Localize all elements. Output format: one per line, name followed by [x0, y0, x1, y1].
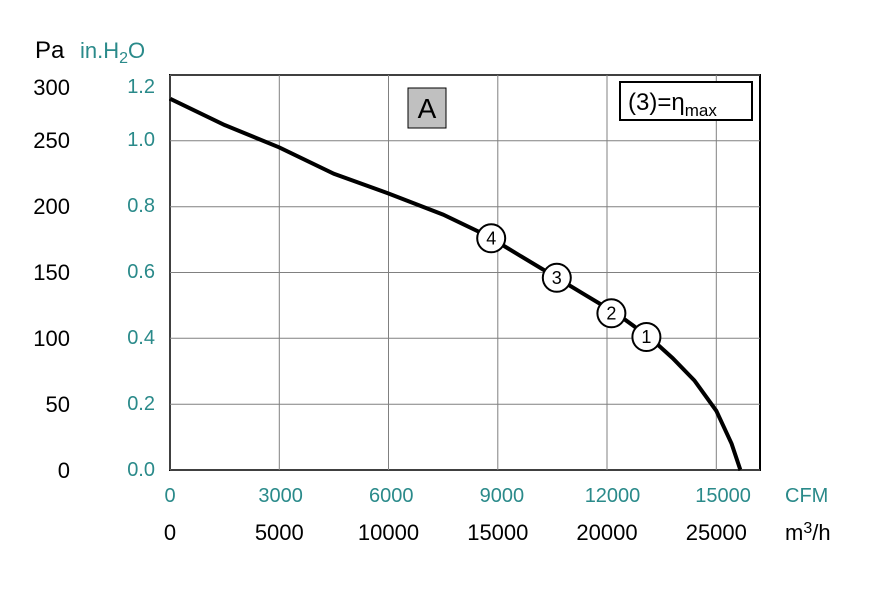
svg-text:6000: 6000 — [369, 485, 414, 507]
svg-text:20000: 20000 — [576, 520, 637, 545]
x-primary-unit: m3/h — [785, 520, 831, 545]
svg-text:0.8: 0.8 — [127, 195, 155, 217]
svg-text:200: 200 — [33, 194, 70, 219]
y-primary-unit: Pa — [35, 37, 65, 64]
svg-text:2: 2 — [606, 303, 616, 323]
svg-text:250: 250 — [33, 128, 70, 153]
svg-text:0.0: 0.0 — [127, 459, 155, 481]
svg-text:3000: 3000 — [258, 485, 303, 507]
svg-text:5000: 5000 — [255, 520, 304, 545]
chart-container: Pa in.H2O 0 50 100 150 200 250 300 0.0 0… — [0, 0, 895, 599]
svg-text:12000: 12000 — [585, 485, 641, 507]
performance-curve — [170, 99, 740, 470]
svg-text:15000: 15000 — [695, 485, 751, 507]
y-primary-ticks: 0 50 100 150 200 250 300 — [33, 75, 70, 483]
y-secondary-unit: in.H2O — [80, 38, 145, 67]
x-secondary-unit: CFM — [785, 485, 828, 507]
svg-text:4: 4 — [486, 228, 496, 248]
svg-text:A: A — [418, 93, 437, 124]
svg-text:0: 0 — [164, 520, 176, 545]
svg-text:150: 150 — [33, 260, 70, 285]
svg-text:0.2: 0.2 — [127, 393, 155, 415]
legend: (3)=ηmax — [620, 82, 752, 120]
svg-text:100: 100 — [33, 326, 70, 351]
svg-text:50: 50 — [46, 392, 70, 417]
svg-text:1: 1 — [641, 327, 651, 347]
svg-text:1.2: 1.2 — [127, 76, 155, 98]
x-primary-ticks: 0 5000 10000 15000 20000 25000 — [164, 520, 747, 545]
x-secondary-ticks: 0 3000 6000 9000 12000 15000 — [164, 485, 750, 507]
marker-1: 1 — [632, 323, 660, 351]
svg-text:0: 0 — [164, 485, 175, 507]
svg-text:0: 0 — [58, 458, 70, 483]
title-badge: A — [408, 88, 446, 128]
svg-text:1.0: 1.0 — [127, 129, 155, 151]
marker-3: 3 — [543, 264, 571, 292]
y-secondary-ticks: 0.0 0.2 0.4 0.6 0.8 1.0 1.2 — [127, 76, 155, 481]
svg-text:0.6: 0.6 — [127, 261, 155, 283]
marker-2: 2 — [597, 299, 625, 327]
svg-text:15000: 15000 — [467, 520, 528, 545]
svg-text:10000: 10000 — [358, 520, 419, 545]
grid-horizontal — [170, 75, 760, 470]
svg-text:300: 300 — [33, 75, 70, 100]
marker-4: 4 — [477, 224, 505, 252]
svg-text:25000: 25000 — [686, 520, 747, 545]
fan-curve-chart: Pa in.H2O 0 50 100 150 200 250 300 0.0 0… — [0, 0, 895, 599]
svg-text:0.4: 0.4 — [127, 327, 155, 349]
svg-text:3: 3 — [552, 268, 562, 288]
svg-text:9000: 9000 — [480, 485, 525, 507]
